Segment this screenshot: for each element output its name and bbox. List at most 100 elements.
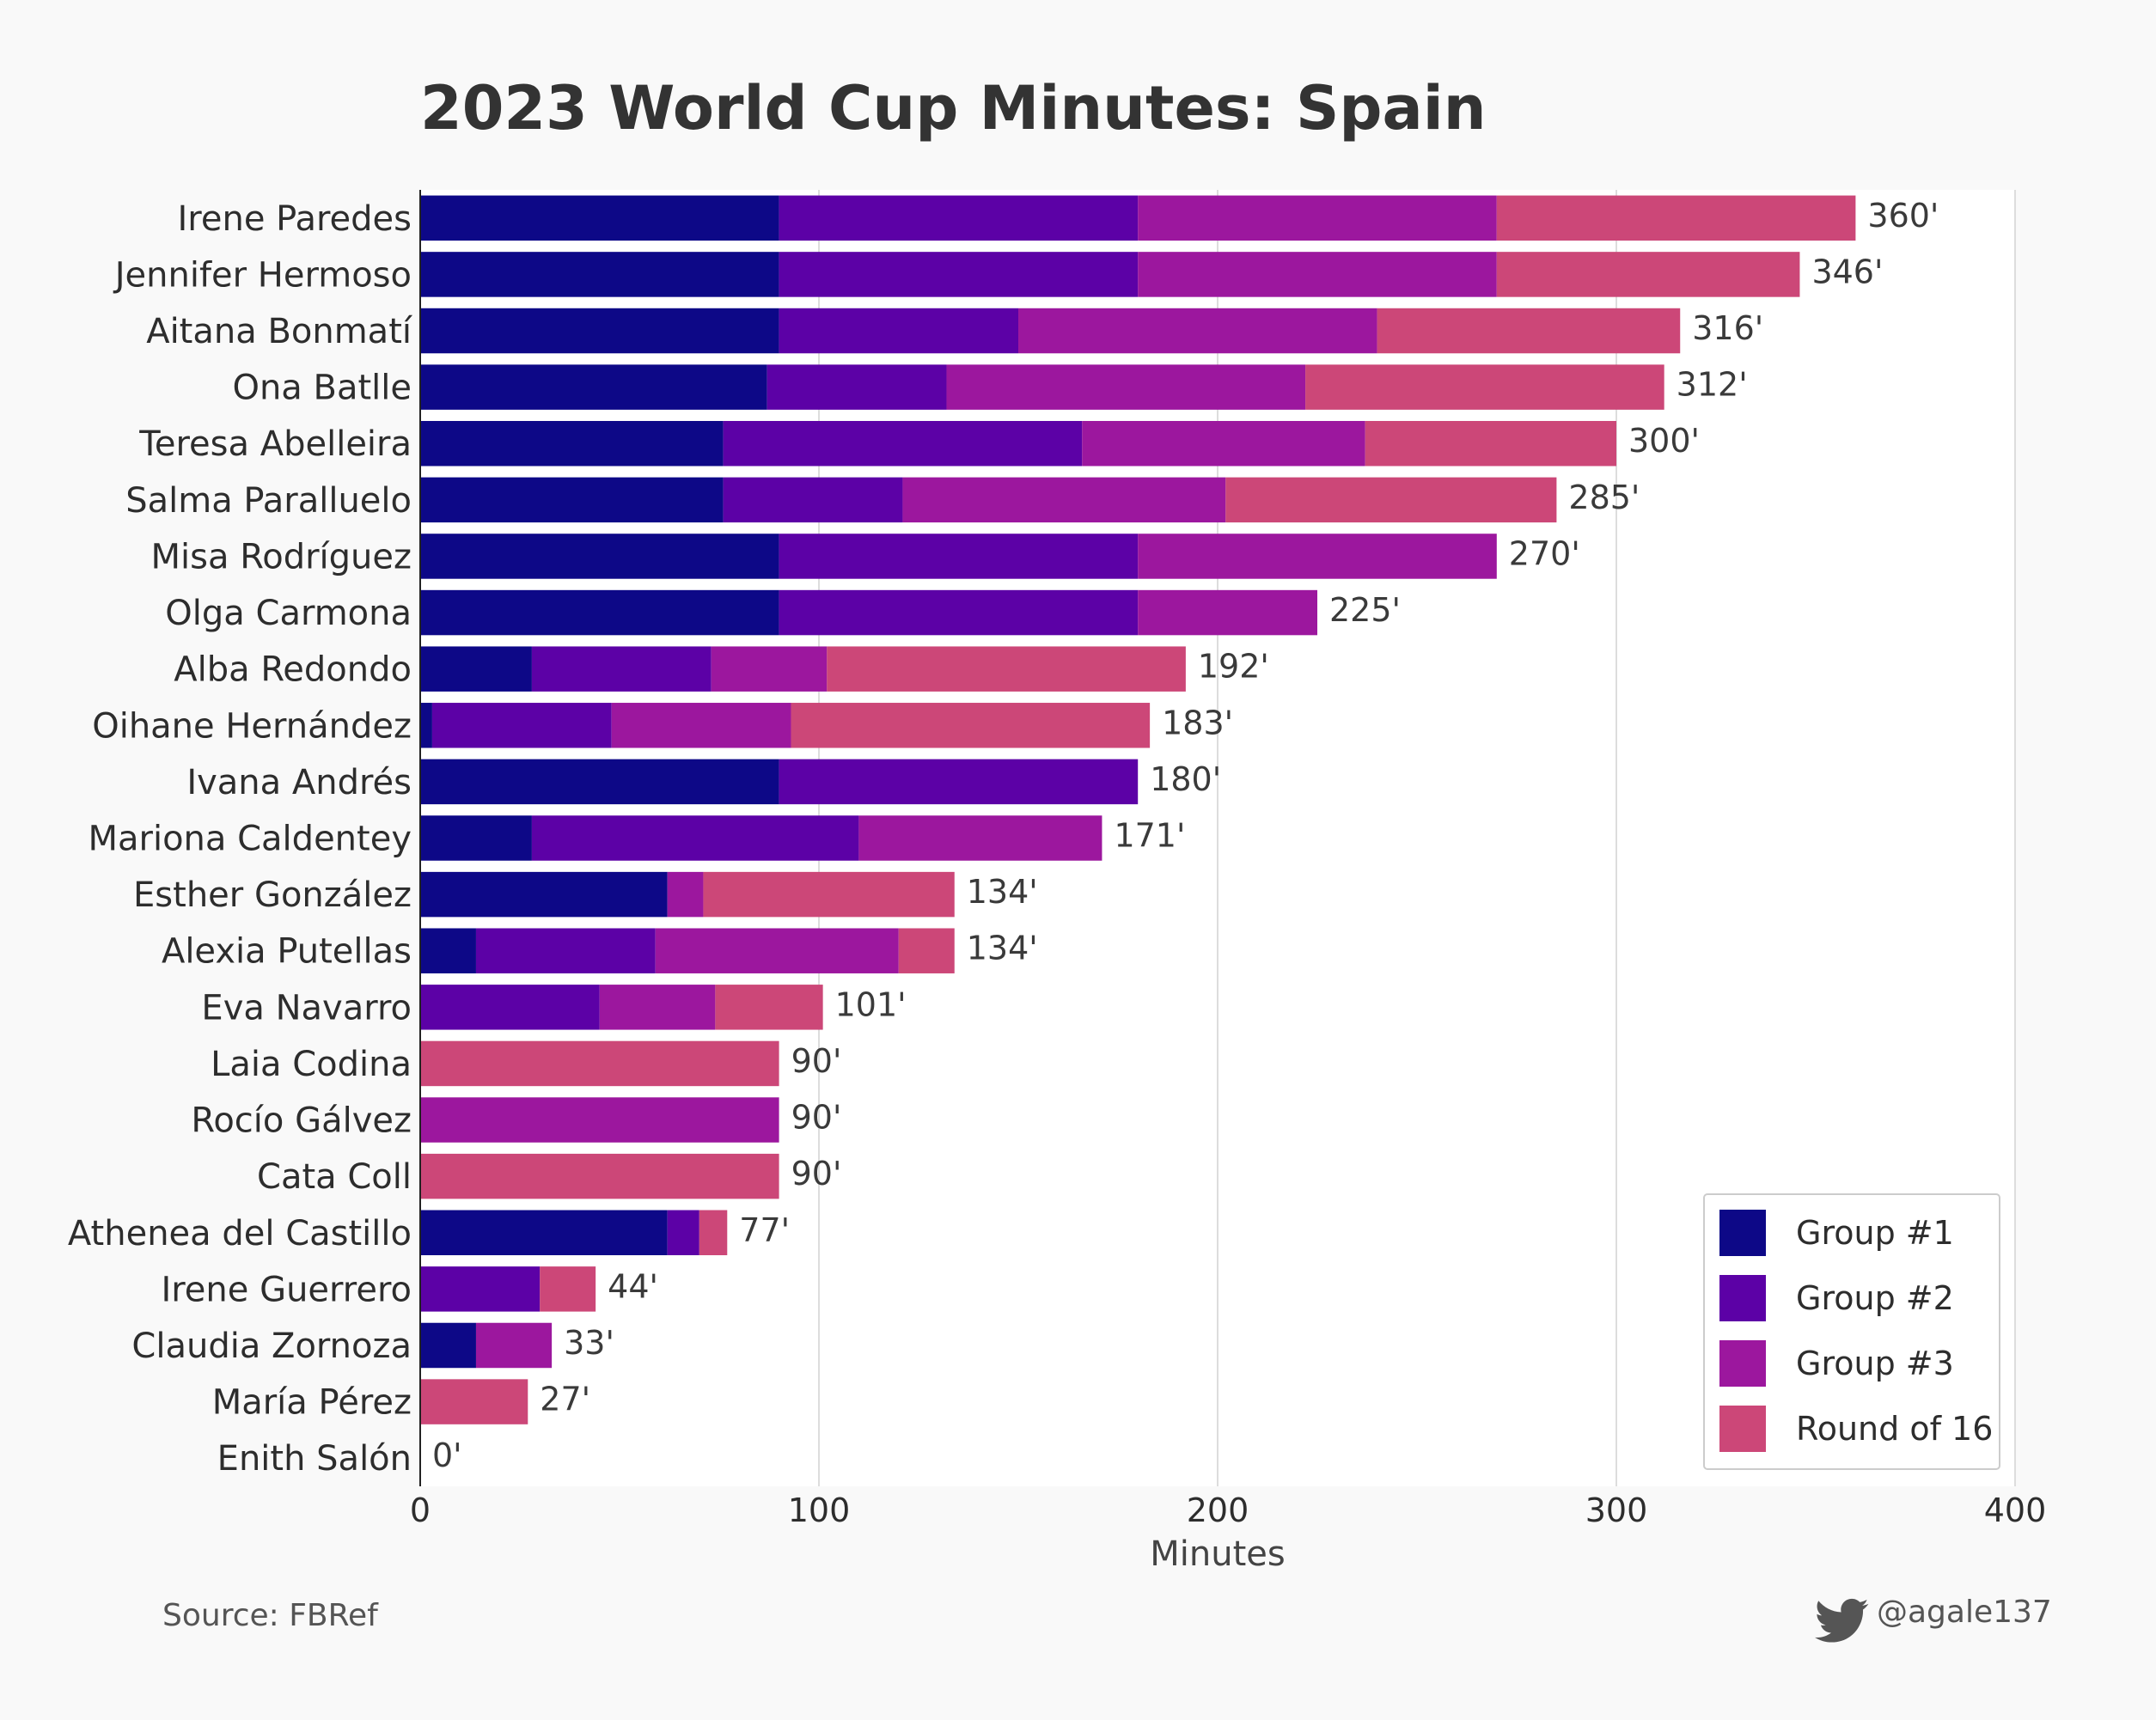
value-label: 90' — [791, 1042, 842, 1080]
bar-segment — [420, 477, 724, 523]
bar-segment — [1082, 420, 1365, 467]
bar-segment — [723, 420, 1083, 467]
value-label: 360' — [1867, 197, 1939, 235]
bar-segment — [1225, 477, 1557, 523]
player-label: Irene Paredes — [178, 199, 412, 239]
bar-segment — [779, 195, 1139, 241]
value-label: 183' — [1162, 704, 1233, 741]
bar-segment — [420, 364, 767, 410]
bar-segment — [420, 985, 600, 1030]
bar-segment — [779, 308, 1018, 354]
bar-segment — [420, 815, 532, 861]
value-label: 180' — [1150, 760, 1221, 798]
legend-label: Round of 16 — [1796, 1410, 1993, 1448]
x-axis-title: Minutes — [1150, 1534, 1285, 1574]
bars — [420, 195, 1856, 1424]
value-label: 285' — [1568, 479, 1640, 516]
legend-items: Group #1 Group #2 Group #3 Round of 16 — [1719, 1210, 1993, 1452]
value-label: 134' — [967, 930, 1038, 967]
player-labels: Irene Paredes Jennifer Hermoso Aitana Bonm… — [68, 199, 413, 1479]
player-label: Ona Batlle — [232, 369, 412, 408]
bar-segment — [475, 928, 656, 973]
player-label: Oihane Hernández — [92, 706, 412, 746]
legend-label: Group #2 — [1796, 1279, 1954, 1317]
twitter-bird-icon — [1815, 1598, 1869, 1643]
x-tick-label: 0 — [410, 1491, 431, 1529]
player-label: Athenea del Castillo — [68, 1214, 412, 1253]
legend-swatch — [1719, 1275, 1766, 1321]
bar-segment — [420, 1040, 779, 1087]
player-label: Misa Rodríguez — [151, 537, 412, 576]
bar-segment — [420, 534, 779, 579]
bar-segment — [1138, 195, 1497, 241]
value-label: 0' — [432, 1436, 462, 1474]
bar-segment — [902, 477, 1226, 523]
value-label: 134' — [967, 873, 1038, 911]
value-label: 346' — [1811, 253, 1883, 290]
bar-segment — [531, 815, 859, 861]
value-label: 44' — [608, 1267, 658, 1305]
bar-segment — [420, 703, 432, 748]
twitter-handle: @agale137 — [1877, 1595, 2052, 1630]
bar-segment — [1496, 252, 1800, 297]
x-axis-ticks: 0 100 200 300 400 — [410, 1491, 2046, 1529]
player-label: Salma Paralluelo — [125, 481, 412, 521]
bar-segment — [420, 871, 668, 918]
bar-segment — [767, 364, 947, 410]
player-label: Irene Guerrero — [161, 1270, 412, 1309]
value-label: 270' — [1509, 534, 1580, 572]
bar-segment — [420, 589, 779, 636]
bar-segment — [723, 477, 903, 523]
value-labels: 360' 346' 316' 312' 300' 285' 270' 225' 192' 183'… — [432, 197, 1939, 1474]
value-label: 225' — [1329, 591, 1401, 629]
bar-segment — [420, 1153, 779, 1199]
bar-segment — [1365, 420, 1616, 467]
chart-title: 2023 World Cup Minutes: Spain — [420, 73, 1487, 143]
player-label: Esther González — [133, 875, 412, 915]
bar-segment — [715, 985, 823, 1030]
bar-segment — [1018, 308, 1377, 354]
source-note: Source: FBRef — [162, 1598, 379, 1633]
bar-segment — [420, 1379, 528, 1424]
value-label: 101' — [835, 985, 907, 1023]
player-label: Olga Carmona — [165, 594, 412, 633]
player-label: Aitana Bonmatí — [146, 312, 413, 351]
bar-segment — [703, 871, 955, 918]
bar-segment — [420, 1266, 541, 1312]
legend-swatch — [1719, 1340, 1766, 1387]
bar-segment — [420, 1097, 779, 1143]
player-label: Rocío Gálvez — [191, 1101, 412, 1141]
bar-segment — [1138, 534, 1497, 579]
x-tick-label: 400 — [1984, 1491, 2047, 1529]
bar-segment — [611, 703, 791, 748]
bar-segment — [420, 420, 724, 467]
value-label: 312' — [1677, 366, 1748, 404]
x-tick-label: 100 — [788, 1491, 851, 1529]
player-label: Eva Navarro — [201, 988, 412, 1028]
bar-segment — [946, 364, 1306, 410]
player-label: Ivana Andrés — [186, 763, 412, 802]
player-label: Jennifer Hermoso — [113, 255, 412, 295]
bar-segment — [791, 703, 1151, 748]
bar-segment — [420, 646, 532, 692]
legend: Group #1 Group #2 Group #3 Round of 16 — [1703, 1193, 2000, 1470]
legend-label: Group #1 — [1796, 1214, 1954, 1252]
bar-segment — [475, 1322, 553, 1369]
bar-segment — [1305, 364, 1664, 410]
player-label: Claudia Zornoza — [131, 1327, 412, 1366]
bar-segment — [420, 308, 779, 354]
value-label: 192' — [1198, 648, 1269, 686]
x-tick-label: 200 — [1187, 1491, 1249, 1529]
value-label: 90' — [791, 1099, 842, 1137]
bar-segment — [858, 815, 1102, 861]
bar-segment — [420, 1210, 668, 1256]
bar-segment — [1377, 308, 1681, 354]
player-label: Teresa Abelleira — [138, 424, 412, 464]
legend-swatch — [1719, 1210, 1766, 1256]
bar-segment — [711, 646, 828, 692]
player-label: Mariona Caldentey — [88, 820, 412, 859]
value-label: 27' — [540, 1381, 590, 1418]
bar-segment — [779, 589, 1139, 636]
bar-segment — [779, 759, 1139, 805]
